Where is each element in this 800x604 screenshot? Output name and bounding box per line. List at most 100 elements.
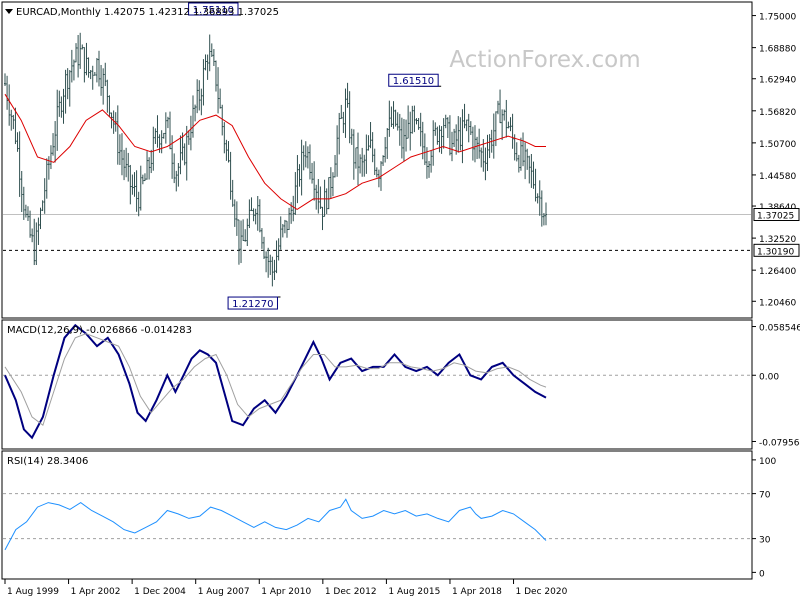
price-bar (496, 100, 499, 115)
price-bar (248, 199, 251, 229)
price-bar (308, 144, 311, 180)
price-bar (62, 88, 65, 124)
price-bar (87, 57, 90, 78)
price-bar (208, 34, 211, 72)
price-bar (484, 147, 487, 181)
price-bar (104, 62, 107, 87)
price-bar (221, 104, 224, 136)
price-bar (49, 145, 52, 170)
price-bar (271, 256, 274, 287)
price-bar (227, 141, 230, 163)
price-bar (68, 70, 71, 107)
price-bar (446, 117, 449, 139)
rsi-title: RSI(14) 28.3406 (7, 456, 88, 467)
price-bar (298, 164, 301, 187)
price-bar (517, 154, 520, 173)
time-axis-label: 1 Dec 2020 (516, 587, 568, 597)
macd-axis-label: -0.079564 (759, 438, 800, 448)
price-bar (120, 133, 123, 176)
price-bar (396, 112, 399, 131)
price-bar (451, 131, 454, 162)
price-bar (37, 217, 40, 245)
price-bar (409, 111, 412, 151)
price-bar (258, 199, 261, 233)
price-bar (476, 136, 479, 160)
price-bar (444, 114, 447, 129)
price-bar (522, 132, 525, 167)
annotation-box (227, 296, 278, 310)
price-bar (398, 113, 401, 146)
price-bar (185, 125, 188, 181)
price-bar (321, 206, 324, 231)
price-bar (194, 104, 197, 122)
price-bar (267, 247, 270, 278)
price-bar (72, 59, 75, 81)
price-axis-label: 1.75000 (759, 13, 796, 23)
price-bar (419, 112, 422, 147)
watermark: ActionForex.com (449, 47, 640, 73)
price-bar (24, 204, 27, 218)
price-bar (440, 126, 443, 154)
price-bar (501, 109, 504, 141)
price-bar (505, 99, 508, 138)
price-bar (415, 118, 418, 125)
price-bar (131, 174, 134, 195)
price-bar (166, 116, 169, 129)
price-bar (39, 207, 42, 230)
price-bar (463, 103, 466, 129)
price-bar (471, 126, 474, 161)
time-axis-label: 1 Apr 2018 (452, 587, 502, 597)
rsi-axis-label: 30 (759, 536, 771, 546)
price-bar (129, 164, 132, 205)
price-bar (191, 95, 194, 138)
price-axis-label: 1.50700 (759, 140, 796, 150)
price-bar (405, 119, 408, 152)
price-bar (457, 116, 460, 153)
price-bar (233, 199, 236, 227)
price-bar (423, 133, 426, 166)
price-bar (31, 228, 34, 243)
time-axis-label: 1 Aug 2007 (198, 587, 250, 597)
price-bar (95, 57, 98, 83)
price-bar (217, 67, 220, 114)
price-bar (81, 44, 84, 50)
price-bar (480, 147, 483, 168)
price-bar (77, 34, 80, 78)
annotation-box (188, 2, 239, 16)
price-axis-label: 1.44580 (759, 172, 796, 182)
price-bar (390, 106, 393, 127)
price-bar (108, 95, 111, 117)
price-bar (265, 251, 268, 273)
price-bar (524, 142, 527, 180)
price-bar (532, 161, 535, 189)
rsi-axis-label: 0 (759, 569, 765, 579)
time-axis-label: 1 Apr 2002 (71, 587, 121, 597)
price-bar (114, 112, 117, 132)
price-axis-label: 1.20460 (759, 298, 796, 308)
price-bar (244, 229, 247, 242)
price-bar (200, 88, 203, 116)
price-bar (467, 113, 470, 143)
moving-average-line (4, 93, 546, 210)
price-bar (359, 154, 362, 174)
price-bar (156, 115, 159, 148)
price-pane (1, 1, 753, 319)
price-bar (64, 69, 67, 114)
price-bar (434, 122, 437, 136)
price-bar (334, 154, 337, 178)
price-bar (70, 49, 73, 83)
macd-pane (1, 319, 753, 450)
price-bar (183, 143, 186, 166)
price-bar (542, 212, 545, 226)
price-bar (14, 107, 17, 145)
price-bar (148, 157, 151, 180)
price-bar (283, 219, 286, 234)
price-title-icon (5, 9, 13, 14)
price-bar (252, 208, 255, 222)
time-axis-label: 1 Aug 2015 (388, 587, 440, 597)
price-bar (173, 153, 176, 184)
price-axis-label: 1.56820 (759, 108, 796, 118)
price-bar (33, 218, 36, 266)
price-bar (189, 115, 192, 151)
